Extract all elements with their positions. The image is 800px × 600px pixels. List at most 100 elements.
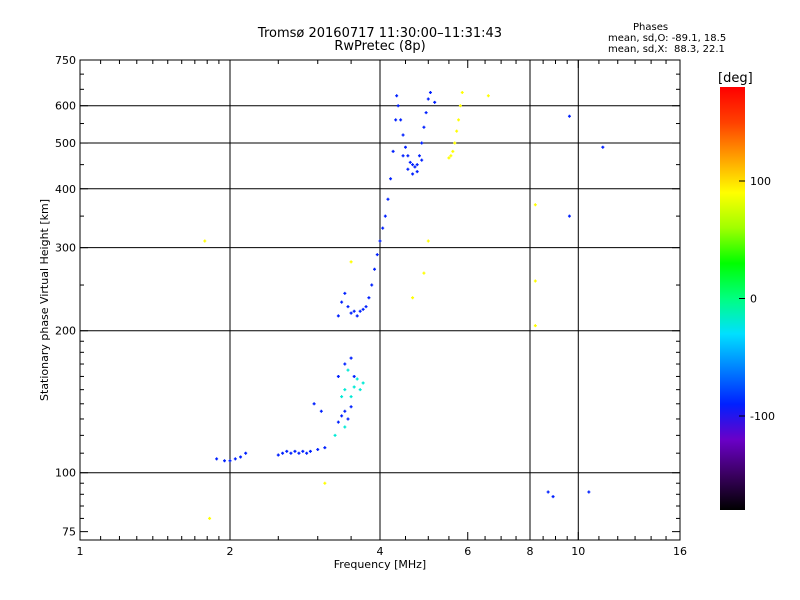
data-point-O-34 [355, 314, 359, 318]
data-point-O-35 [358, 309, 362, 313]
data-point-O-9 [289, 451, 293, 455]
chart-title: Tromsø 20160717 11:30:00–11:31:43 [257, 26, 503, 41]
data-point-X-8 [449, 154, 453, 158]
data-point-O-61 [422, 125, 426, 129]
y-tick-label: 100 [55, 467, 76, 480]
data-point-O-45 [386, 197, 390, 201]
data-point-O-63 [426, 97, 430, 101]
data-point-other-1 [349, 395, 353, 399]
y-tick-label: 75 [62, 526, 76, 539]
data-point-O-72 [601, 145, 605, 149]
data-point-O-2 [228, 459, 232, 463]
data-point-O-29 [340, 300, 344, 304]
data-point-O-55 [408, 160, 412, 164]
y-tick-label: 200 [55, 325, 76, 338]
data-point-X-9 [451, 149, 455, 153]
colorbar: -100 0 100 [deg] [718, 71, 775, 510]
x-tick-label: 4 [377, 545, 384, 558]
data-point-X-4 [411, 296, 415, 300]
x-mode-stats: mean, sd,X: 88.3, 22.1 [608, 44, 725, 55]
data-point-O-32 [349, 311, 353, 315]
data-point-O-28 [336, 314, 340, 318]
data-point-O-8 [285, 449, 289, 453]
x-tick-label: 1 [77, 545, 84, 558]
data-point-O-0 [215, 457, 219, 461]
data-point-O-46 [389, 177, 393, 181]
data-point-other-0 [343, 388, 347, 392]
data-point-X-11 [455, 129, 459, 133]
colorbar-unit-label: [deg] [718, 71, 753, 86]
data-point-O-18 [319, 409, 323, 413]
data-point-O-74 [587, 490, 591, 494]
data-point-O-44 [383, 214, 387, 218]
data-point-O-66 [401, 154, 405, 158]
data-point-O-43 [381, 226, 385, 230]
data-point-X-12 [457, 118, 461, 122]
data-point-O-16 [323, 446, 327, 450]
data-point-other-3 [361, 381, 365, 385]
colorbar-tick-label: 0 [750, 293, 757, 306]
data-point-O-30 [343, 291, 347, 295]
data-point-O-73 [567, 214, 571, 218]
data-point-O-48 [394, 118, 398, 122]
chart-subtitle: RwPretec (8p) [334, 39, 426, 54]
data-point-O-31 [346, 305, 350, 309]
data-point-X-2 [323, 481, 327, 485]
data-point-X-5 [422, 271, 426, 275]
data-point-O-69 [415, 170, 419, 174]
data-point-O-65 [433, 100, 437, 104]
data-point-other-8 [333, 433, 337, 437]
grid-layer [80, 60, 680, 540]
data-point-O-11 [297, 451, 301, 455]
points-layer [203, 90, 605, 520]
data-point-O-19 [336, 420, 340, 424]
data-point-O-42 [378, 239, 382, 243]
data-point-O-50 [396, 104, 400, 108]
data-point-O-23 [349, 405, 353, 409]
data-point-O-41 [375, 253, 379, 257]
data-point-O-54 [406, 154, 410, 158]
data-point-other-5 [340, 395, 344, 399]
x-tick-label: 2 [227, 545, 234, 558]
data-point-other-7 [358, 388, 362, 392]
data-point-O-5 [244, 451, 248, 455]
data-point-O-57 [413, 165, 417, 169]
data-point-O-71 [567, 114, 571, 118]
data-point-O-1 [223, 459, 227, 463]
data-point-O-60 [420, 141, 424, 145]
data-point-O-21 [343, 409, 347, 413]
data-point-O-27 [352, 374, 356, 378]
data-point-O-39 [370, 283, 374, 287]
data-point-X-15 [486, 94, 490, 98]
data-point-O-15 [316, 447, 320, 451]
data-point-O-20 [340, 414, 344, 418]
data-point-O-38 [367, 296, 371, 300]
data-point-X-18 [533, 324, 537, 328]
y-tick-label: 750 [55, 54, 76, 67]
x-axis-label: Frequency [MHz] [334, 558, 426, 571]
data-point-X-13 [458, 104, 462, 108]
data-point-O-24 [336, 374, 340, 378]
data-point-O-17 [312, 402, 316, 406]
data-point-X-3 [349, 260, 353, 264]
data-point-O-33 [352, 309, 356, 313]
data-point-O-70 [420, 158, 424, 162]
axes-layer: 1 2 4 6 8 10 16 75 100 200 300 400 500 600 750 Frequenc… [38, 54, 687, 571]
data-point-O-47 [391, 149, 395, 153]
data-point-X-16 [533, 203, 537, 207]
data-point-O-59 [417, 154, 421, 158]
y-tick-label: 400 [55, 183, 76, 196]
data-point-O-22 [346, 417, 350, 421]
y-tick-label: 500 [55, 137, 76, 150]
data-point-O-58 [415, 163, 419, 167]
data-point-O-76 [551, 495, 555, 499]
o-mode-stats: mean, sd,O: -89.1, 18.5 [608, 33, 727, 44]
data-point-O-6 [276, 453, 280, 457]
x-tick-label: 16 [673, 545, 687, 558]
data-point-O-67 [406, 167, 410, 171]
data-point-O-64 [428, 90, 432, 94]
data-point-X-7 [447, 156, 451, 160]
data-point-O-53 [403, 145, 407, 149]
x-tick-label: 6 [464, 545, 471, 558]
